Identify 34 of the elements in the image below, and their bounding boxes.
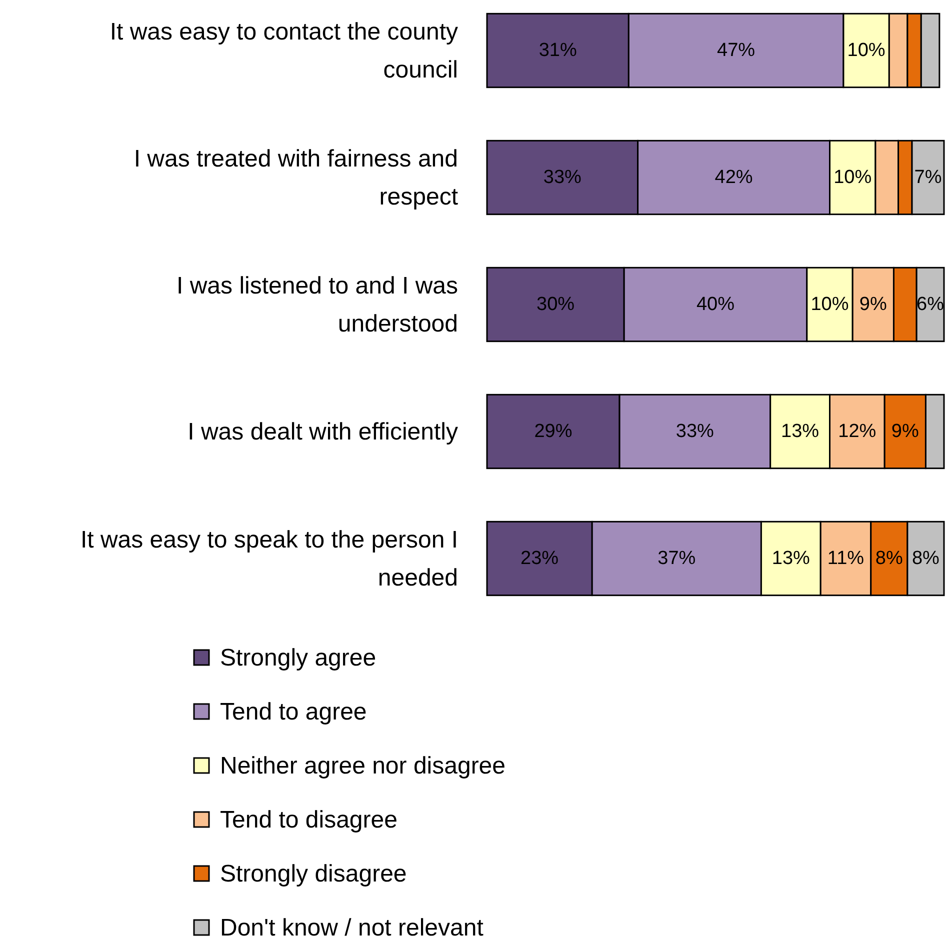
data-label: 10% bbox=[810, 294, 849, 315]
data-label: 10% bbox=[834, 167, 872, 188]
data-label: 31% bbox=[538, 40, 577, 61]
y-tick-label: It was easy to contact the county council bbox=[110, 18, 458, 83]
data-label: 6% bbox=[916, 294, 944, 315]
data-label: 9% bbox=[859, 294, 887, 315]
data-label: 30% bbox=[536, 294, 575, 315]
legend-label: Don't know / not relevant bbox=[220, 914, 484, 941]
legend-label: Strongly agree bbox=[220, 644, 376, 672]
data-label: 33% bbox=[676, 421, 714, 442]
legend-label: Strongly disagree bbox=[220, 860, 407, 888]
data-label: 33% bbox=[543, 167, 582, 188]
data-label: 29% bbox=[534, 421, 572, 442]
data-label: 13% bbox=[781, 421, 820, 442]
data-label: 10% bbox=[847, 40, 886, 61]
y-tick-label: I was listened to and I was understood bbox=[176, 272, 458, 337]
data-label: 47% bbox=[717, 40, 756, 61]
data-label: 7% bbox=[914, 167, 942, 188]
data-label: 42% bbox=[714, 167, 753, 188]
data-label: 40% bbox=[696, 294, 735, 315]
y-tick-label: I was dealt with efficiently bbox=[188, 418, 458, 445]
data-label: 13% bbox=[772, 548, 810, 569]
data-label: 9% bbox=[891, 421, 919, 442]
data-label: 8% bbox=[875, 548, 903, 569]
legend-label: Tend to agree bbox=[220, 698, 367, 726]
data-label: 8% bbox=[912, 548, 940, 569]
data-label: 11% bbox=[827, 548, 864, 569]
legend-label: Tend to disagree bbox=[220, 806, 398, 834]
data-label: 37% bbox=[658, 548, 696, 569]
data-label: 23% bbox=[520, 548, 559, 569]
legend-label: Neither agree nor disagree bbox=[220, 752, 506, 780]
y-tick-label: I was treated with fairness and respect bbox=[134, 145, 458, 210]
y-tick-label: It was easy to speak to the person I needed bbox=[80, 526, 458, 591]
data-label: 12% bbox=[838, 421, 876, 442]
